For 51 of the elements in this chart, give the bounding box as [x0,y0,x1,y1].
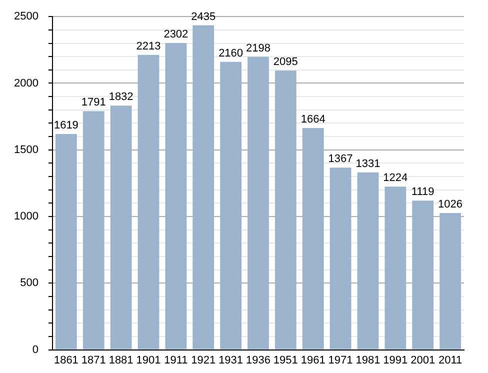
x-tick-label: 1871 [81,354,106,366]
data-label: 2213 [136,40,161,52]
bar [302,128,324,350]
x-tick-label: 1991 [383,354,408,366]
x-tick-label: 1951 [273,354,298,366]
bar [192,25,214,350]
bar [82,111,104,350]
y-tick-label: 500 [20,277,38,290]
bar [274,70,296,350]
data-label: 1119 [411,186,434,198]
x-tick-label: 1971 [328,354,353,366]
y-tick-label: 2500 [14,10,38,23]
data-label: 1619 [54,120,78,132]
x-tick-label: 1931 [218,354,244,366]
x-tick-label: 1981 [356,354,380,366]
x-tick-label: 1861 [54,354,78,366]
x-tick-label: 2011 [438,354,462,366]
data-label: 2095 [273,56,298,68]
x-tick-label: 1881 [108,354,134,366]
x-tick-label: 1961 [300,354,326,366]
y-tick-label: 1500 [14,144,38,156]
data-label: 1832 [108,91,134,104]
x-tick-label: 1936 [246,354,270,366]
data-label: 1664 [300,114,326,126]
x-tick-label: 1911 [164,354,188,366]
bar [55,134,77,350]
x-tick-label: 2001 [410,354,436,366]
data-label: 2435 [191,10,216,23]
bar [248,56,269,350]
data-label: 2198 [246,42,270,54]
bar [412,200,434,350]
y-tick-label: 0 [32,344,38,356]
data-label: 1224 [383,172,408,184]
bar [110,106,132,350]
data-label: 1367 [328,153,353,166]
y-tick-label: 2000 [14,77,38,90]
bar [357,172,379,350]
data-label: 1331 [356,158,380,170]
y-tick-label: 1000 [14,210,38,223]
bar [440,213,461,350]
bar [138,54,160,350]
bar [330,168,352,350]
data-label: 1026 [438,198,463,211]
bar [220,62,242,350]
bar [165,42,187,350]
data-label: 2160 [218,47,244,60]
data-label: 2302 [164,28,188,41]
bar [384,186,406,350]
x-tick-label: 1901 [136,354,161,366]
x-tick-label: 1921 [191,354,216,366]
data-label: 1791 [81,96,106,109]
